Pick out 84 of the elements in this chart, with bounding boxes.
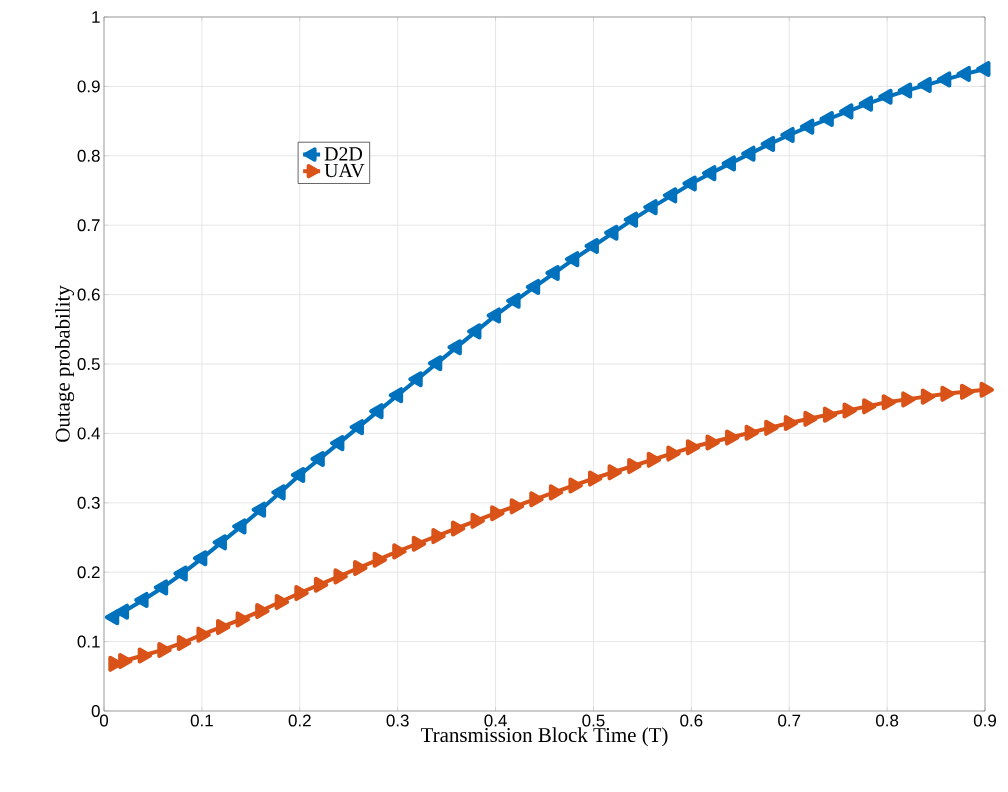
point xyxy=(176,634,192,652)
point xyxy=(587,470,603,487)
point xyxy=(666,445,681,462)
point xyxy=(137,647,153,664)
point xyxy=(431,528,446,545)
legend-label: UAV xyxy=(324,163,365,178)
point xyxy=(255,603,270,620)
y-tick-label: 1 xyxy=(92,11,100,23)
y-tick-label: 0.4 xyxy=(77,427,100,440)
point xyxy=(509,498,525,515)
point xyxy=(568,477,583,494)
point xyxy=(685,439,701,456)
point xyxy=(721,155,736,172)
y-tick-label: 0.6 xyxy=(77,288,100,301)
x-tick-label: 0 xyxy=(99,714,109,727)
point xyxy=(215,618,231,636)
point xyxy=(956,65,971,82)
y-tick-label: 0.3 xyxy=(77,496,100,509)
point xyxy=(235,611,251,628)
point xyxy=(467,323,482,340)
point xyxy=(411,535,427,552)
point xyxy=(157,641,172,658)
point xyxy=(294,584,309,602)
legend-label: D2D xyxy=(324,147,363,161)
point xyxy=(838,103,854,120)
x-tick-label: 0.3 xyxy=(386,714,409,727)
y-tick-label: 0.1 xyxy=(77,635,100,648)
y-tick-label: 0.2 xyxy=(77,566,100,579)
point xyxy=(936,71,952,88)
y-tick-label: 0 xyxy=(91,705,100,717)
point xyxy=(643,199,658,216)
x-tick-label: 0.2 xyxy=(288,714,311,727)
point xyxy=(118,652,133,670)
y-tick-label: 0.9 xyxy=(77,80,100,93)
x-tick-label: 0.4 xyxy=(484,714,507,727)
x-tick-label: 0.5 xyxy=(582,714,605,727)
point xyxy=(976,61,991,78)
point xyxy=(819,110,834,128)
point xyxy=(450,520,466,537)
point xyxy=(196,626,211,643)
x-axis-title: Transmission Block Time (T) xyxy=(420,727,668,747)
point xyxy=(333,568,348,585)
point xyxy=(274,594,290,611)
point xyxy=(780,126,795,144)
point xyxy=(388,387,404,404)
point xyxy=(682,175,697,192)
y-tick-label: 0.8 xyxy=(77,149,100,162)
point xyxy=(372,551,388,568)
point xyxy=(525,278,541,295)
point xyxy=(313,576,329,593)
point xyxy=(662,187,678,204)
x-tick-label: 0.7 xyxy=(778,714,801,727)
point xyxy=(607,464,622,481)
point xyxy=(548,484,564,501)
x-tick-label: 0.9 xyxy=(973,714,996,727)
x-tick-label: 0.6 xyxy=(680,714,703,727)
point xyxy=(897,82,913,99)
point xyxy=(470,512,485,529)
point xyxy=(878,88,893,105)
point xyxy=(369,403,384,420)
point xyxy=(392,543,407,560)
point xyxy=(741,145,756,162)
point xyxy=(529,491,544,508)
point xyxy=(858,95,874,112)
point xyxy=(564,251,580,268)
point xyxy=(646,451,662,468)
point xyxy=(760,135,776,153)
point xyxy=(917,76,932,94)
point xyxy=(799,118,815,135)
point xyxy=(701,165,717,182)
x-tick-label: 0.8 xyxy=(876,714,899,727)
point xyxy=(486,307,502,324)
point xyxy=(506,292,521,309)
point xyxy=(705,434,720,451)
point xyxy=(604,224,619,241)
x-tick-label: 0.1 xyxy=(190,714,213,727)
point xyxy=(584,237,599,255)
point xyxy=(545,265,560,282)
y-axis-title: Outage probability xyxy=(55,285,75,442)
point xyxy=(623,211,639,228)
point xyxy=(353,559,368,577)
y-tick-label: 0.7 xyxy=(77,219,100,232)
point xyxy=(490,505,505,522)
y-tick-label: 0.5 xyxy=(77,358,100,370)
